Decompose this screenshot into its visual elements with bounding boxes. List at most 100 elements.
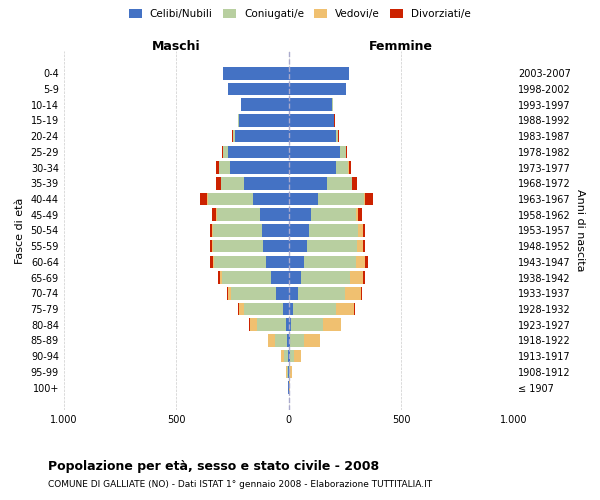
Bar	[239, 114, 289, 126]
Bar	[217, 208, 260, 221]
Bar	[289, 82, 346, 96]
Bar	[336, 162, 348, 174]
Bar	[271, 271, 289, 284]
Bar	[352, 177, 357, 190]
Bar	[238, 302, 239, 315]
Bar	[212, 208, 216, 221]
Y-axis label: Fasce di età: Fasce di età	[15, 197, 25, 264]
Bar	[239, 302, 244, 315]
Bar	[283, 302, 289, 315]
Bar	[287, 366, 288, 378]
Bar	[289, 318, 291, 331]
Bar	[241, 98, 289, 111]
Bar	[363, 271, 365, 284]
Bar	[327, 177, 352, 190]
Bar	[228, 287, 231, 300]
Bar	[238, 114, 239, 126]
Bar	[262, 224, 289, 236]
Bar	[250, 318, 257, 331]
Bar	[266, 256, 289, 268]
Bar	[304, 334, 320, 346]
Bar	[346, 146, 347, 158]
Bar	[287, 350, 289, 362]
Bar	[307, 240, 357, 252]
Bar	[216, 208, 217, 221]
Bar	[212, 224, 213, 236]
Bar	[336, 130, 338, 142]
Bar	[304, 256, 356, 268]
Bar	[222, 271, 271, 284]
Text: Popolazione per età, sesso e stato civile - 2008: Popolazione per età, sesso e stato civil…	[48, 460, 379, 473]
Bar	[231, 287, 276, 300]
Bar	[365, 256, 368, 268]
Bar	[363, 240, 365, 252]
Bar	[289, 208, 311, 221]
Bar	[223, 67, 289, 80]
Bar	[275, 334, 287, 346]
Bar	[345, 287, 361, 300]
Bar	[289, 366, 290, 378]
Bar	[301, 271, 350, 284]
Bar	[289, 240, 307, 252]
Bar	[210, 224, 212, 236]
Bar	[289, 192, 318, 205]
Bar	[363, 224, 365, 236]
Text: Femmine: Femmine	[369, 40, 433, 53]
Bar	[289, 350, 290, 362]
Bar	[268, 334, 275, 346]
Text: COMUNE DI GALLIATE (NO) - Dati ISTAT 1° gennaio 2008 - Elaborazione TUTTITALIA.I: COMUNE DI GALLIATE (NO) - Dati ISTAT 1° …	[48, 480, 432, 489]
Bar	[228, 146, 289, 158]
Bar	[213, 224, 262, 236]
Bar	[207, 192, 208, 205]
Bar	[289, 334, 290, 346]
Bar	[281, 350, 284, 362]
Bar	[356, 256, 365, 268]
Bar	[290, 350, 294, 362]
Bar	[361, 287, 362, 300]
Bar	[289, 130, 336, 142]
Bar	[212, 256, 214, 268]
Bar	[228, 82, 289, 96]
Bar	[289, 271, 301, 284]
Bar	[354, 302, 355, 315]
Bar	[260, 208, 289, 221]
Bar	[212, 240, 213, 252]
Bar	[336, 302, 354, 315]
Text: Maschi: Maschi	[152, 40, 200, 53]
Bar	[311, 208, 356, 221]
Bar	[213, 240, 263, 252]
Bar	[289, 256, 304, 268]
Bar	[290, 334, 304, 346]
Bar	[289, 302, 293, 315]
Bar	[217, 162, 218, 174]
Bar	[220, 271, 222, 284]
Bar	[276, 287, 289, 300]
Bar	[257, 318, 286, 331]
Bar	[218, 271, 220, 284]
Bar	[211, 256, 212, 268]
Bar	[291, 318, 323, 331]
Bar	[289, 146, 340, 158]
Bar	[284, 350, 287, 362]
Bar	[244, 177, 289, 190]
Bar	[289, 381, 290, 394]
Bar	[294, 350, 301, 362]
Bar	[323, 318, 341, 331]
Bar	[350, 271, 363, 284]
Bar	[358, 224, 363, 236]
Bar	[223, 146, 228, 158]
Bar	[244, 302, 283, 315]
Bar	[356, 208, 358, 221]
Bar	[357, 240, 363, 252]
Bar	[289, 224, 309, 236]
Bar	[289, 114, 334, 126]
Bar	[309, 224, 358, 236]
Bar	[263, 240, 289, 252]
Bar	[219, 162, 230, 174]
Bar	[293, 302, 336, 315]
Bar	[210, 240, 212, 252]
Bar	[253, 192, 289, 205]
Bar	[289, 67, 349, 80]
Bar	[235, 130, 289, 142]
Y-axis label: Anni di nascita: Anni di nascita	[575, 189, 585, 272]
